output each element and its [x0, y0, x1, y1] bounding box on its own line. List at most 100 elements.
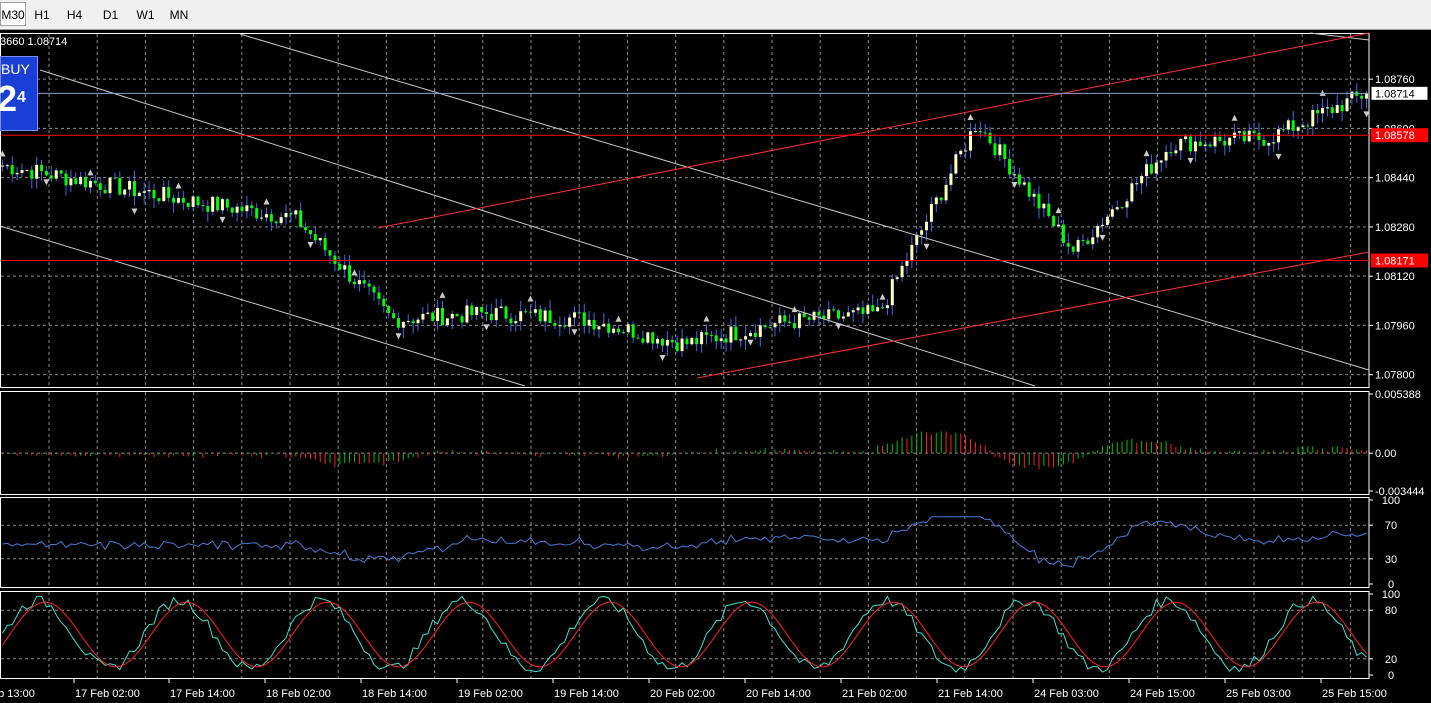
candle-body [465, 305, 469, 323]
candle-body [543, 310, 547, 322]
candle-body [128, 181, 132, 190]
time-label-9: 21 Feb 02:00 [842, 688, 907, 700]
candle-body [876, 307, 880, 312]
candle-body [387, 305, 391, 314]
candle-body [269, 214, 273, 222]
candle-body [426, 312, 430, 314]
candle-body [162, 186, 166, 202]
candle-body [480, 307, 484, 313]
candle-body [660, 338, 664, 346]
fractal-arrow [571, 329, 578, 336]
timeframe-mn[interactable]: MN [169, 8, 189, 22]
candle-body [729, 326, 733, 343]
timeframe-d1[interactable]: D1 [102, 8, 119, 22]
candle-body [895, 277, 899, 280]
candle-body [861, 307, 865, 314]
candle-body [103, 189, 107, 194]
candle-body [59, 170, 63, 174]
time-label-3: 18 Feb 02:00 [266, 688, 331, 700]
candle-body [807, 317, 811, 320]
candle-body [494, 308, 498, 321]
candle-body [216, 196, 220, 211]
candle-body [313, 234, 317, 241]
time-label-0: eb 13:00 [0, 688, 35, 700]
candle-body [406, 320, 410, 322]
candle-body [260, 217, 264, 219]
stoch-tick-label-2: 20 [1385, 654, 1397, 666]
candle-body [851, 310, 855, 313]
candle-body [709, 335, 713, 337]
candle-body [890, 279, 894, 306]
timeframe-m30[interactable]: M30 [0, 2, 26, 26]
timeframe-h4[interactable]: H4 [66, 8, 83, 22]
candle-body [181, 197, 185, 203]
stoch-tick-label-3: 0 [1388, 670, 1394, 682]
candle-body [1120, 207, 1124, 209]
candle-body [367, 283, 371, 287]
candle-body [264, 214, 268, 218]
candle-body [10, 165, 14, 175]
rsi-tick-label-3: 0 [1388, 579, 1394, 591]
time-label-10: 21 Feb 14:00 [938, 688, 1003, 700]
candle-body [1311, 110, 1315, 127]
candle-body [1135, 183, 1139, 185]
candle-body [1013, 174, 1017, 176]
candle-body [1081, 240, 1085, 242]
candle-body [1306, 125, 1310, 127]
candle-body [680, 338, 684, 352]
candle-body [64, 173, 68, 186]
candle-body [88, 180, 92, 188]
candle-body [416, 319, 420, 324]
candle-body [196, 196, 200, 206]
candle-body [440, 307, 444, 326]
candle-body [705, 332, 709, 336]
candle-body [1350, 91, 1354, 99]
stoch-main-line [2, 595, 1367, 673]
candle-body [279, 217, 283, 224]
fractal-arrow [0, 150, 6, 157]
chart-area[interactable]: 1.087601.086001.084401.082801.081201.079… [0, 30, 1431, 703]
candle-body [1017, 174, 1021, 185]
candle-body [788, 321, 792, 324]
candle-body [690, 337, 694, 345]
candle-body [1277, 129, 1281, 143]
candle-body [299, 210, 303, 228]
candle-body [176, 197, 180, 203]
candle-body [504, 306, 508, 319]
candle-body [69, 178, 73, 186]
candle-body [132, 181, 136, 197]
pane-border-2 [0, 497, 1370, 588]
candle-body [289, 212, 293, 215]
candle-body [333, 255, 337, 264]
candle-body [749, 332, 753, 337]
candle-body [607, 323, 611, 333]
fractal-arrow [835, 323, 842, 330]
price-tick-label-0: 1.08760 [1375, 74, 1415, 86]
pane-border-3 [0, 591, 1370, 679]
candle-body [142, 191, 146, 193]
candle-body [626, 324, 630, 333]
one-click-buy-button[interactable]: BUY 2 4 [0, 56, 38, 131]
candle-body [582, 312, 586, 326]
candle-body [40, 164, 44, 172]
timeframe-h1[interactable]: H1 [34, 8, 50, 22]
candle-body [939, 197, 943, 201]
candle-body [553, 323, 557, 326]
candle-body [533, 309, 537, 313]
candle-body [79, 177, 83, 185]
candle-body [616, 328, 620, 333]
candle-body [577, 312, 581, 314]
candle-body [670, 339, 674, 343]
candle-body [54, 170, 58, 179]
candle-body [885, 305, 889, 309]
candle-body [983, 132, 987, 134]
price-label-2: 1.08171 [1375, 255, 1415, 267]
price-tick-label-6: 1.07800 [1375, 370, 1415, 382]
candle-body [30, 169, 34, 179]
candle-body [1071, 246, 1075, 252]
price-tick-label-2: 1.08440 [1375, 173, 1415, 185]
timeframe-w1[interactable]: W1 [136, 8, 155, 22]
candle-body [744, 336, 748, 340]
pane-border-0 [0, 33, 1370, 388]
candle-body [450, 313, 454, 319]
